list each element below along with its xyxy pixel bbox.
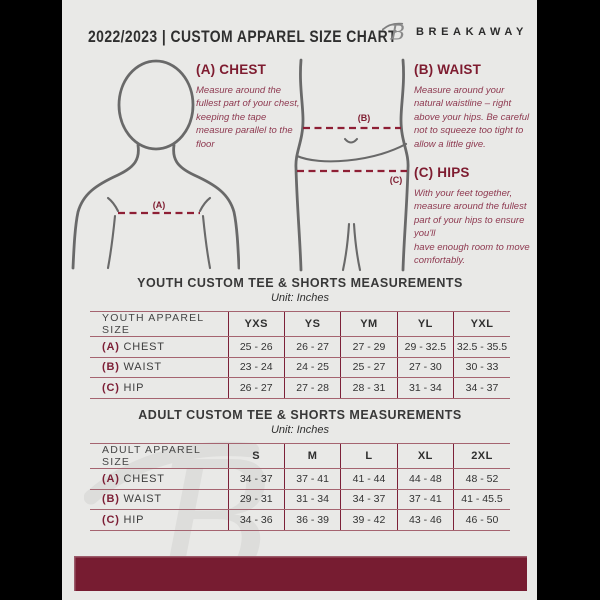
right-armpit xyxy=(198,196,212,213)
adult-table-title: ADULT CUSTOM TEE & SHORTS MEASUREMENTS xyxy=(138,408,462,422)
table-cell: 24 - 25 xyxy=(283,357,341,379)
adult-size-m: M xyxy=(283,443,341,469)
table-cell: 44 - 48 xyxy=(396,468,454,490)
table-cell: 34 - 37 xyxy=(453,377,510,399)
table-cell: 48 - 52 xyxy=(453,468,510,490)
waist-marker-label: (B) xyxy=(358,113,371,123)
adult-corner-label: ADULT APPAREL SIZE xyxy=(90,443,228,469)
breakaway-logo-icon: B xyxy=(382,21,405,45)
youth-size-yl: YL xyxy=(396,311,454,337)
adult-chest-label: (A) CHEST xyxy=(90,468,228,490)
chart-page: 2022/2023 | CUSTOM APPAREL SIZE CHART B … xyxy=(62,0,537,600)
hips-note-heading: (C) HIPS xyxy=(414,165,470,180)
hip-crease-line xyxy=(295,142,408,163)
hips-marker-label: (C) xyxy=(390,175,403,185)
youth-corner-label: YOUTH APPAREL SIZE xyxy=(90,311,228,337)
table-cell: 27 - 29 xyxy=(340,336,398,358)
youth-waist-row: (B) WAIST 23 - 24 24 - 25 25 - 27 27 - 3… xyxy=(90,357,510,379)
adult-hip-row: (C) HIP 34 - 36 36 - 39 39 - 42 43 - 46 … xyxy=(90,509,510,531)
adult-size-xl: XL xyxy=(396,443,454,469)
table-cell: 31 - 34 xyxy=(396,377,454,399)
youth-size-ys: YS xyxy=(283,311,341,337)
table-cell: 41 - 45.5 xyxy=(453,489,510,511)
table-cell: 34 - 37 xyxy=(227,468,285,490)
adult-size-2xl: 2XL xyxy=(453,443,510,469)
youth-size-ym: YM xyxy=(340,311,398,337)
lower-body-diagram: (B) (C) xyxy=(294,58,410,272)
navel-mark xyxy=(343,137,359,144)
left-armpit xyxy=(106,196,120,213)
table-cell: 26 - 27 xyxy=(283,336,341,358)
waist-note: (B) WAIST Measure around your natural wa… xyxy=(414,62,532,151)
table-cell: 34 - 37 xyxy=(340,489,398,511)
adult-size-s: S xyxy=(227,443,285,469)
youth-section-header: YOUTH CUSTOM TEE & SHORTS MEASUREMENTS U… xyxy=(90,276,510,304)
adult-chest-row: (A) CHEST 34 - 37 37 - 41 41 - 44 44 - 4… xyxy=(90,468,510,490)
table-cell: 30 - 33 xyxy=(453,357,510,379)
head-outline xyxy=(117,59,195,151)
adult-section-header: ADULT CUSTOM TEE & SHORTS MEASUREMENTS U… xyxy=(90,408,510,436)
svg-text:B: B xyxy=(389,21,405,45)
right-hip-outline xyxy=(399,58,410,272)
waist-note-heading: (B) WAIST xyxy=(414,62,482,77)
left-torso-side xyxy=(106,214,117,270)
hips-note: (C) HIPS With your feet together, measur… xyxy=(414,165,534,268)
brand-lockup: B BREAKAWAY xyxy=(382,16,528,47)
adult-header-row: ADULT APPAREL SIZE S M L XL 2XL xyxy=(90,443,510,469)
page-title: 2022/2023 | CUSTOM APPAREL SIZE CHART xyxy=(88,27,398,46)
inner-left-leg xyxy=(341,222,351,272)
chest-marker-label: (A) xyxy=(153,200,166,210)
table-cell: 25 - 26 xyxy=(227,336,285,358)
adult-size-table: ADULT APPAREL SIZE S M L XL 2XL (A) CHES… xyxy=(90,443,510,531)
table-cell: 29 - 31 xyxy=(227,489,285,511)
adult-size-l: L xyxy=(340,443,398,469)
youth-hip-label: (C) HIP xyxy=(90,377,228,399)
right-torso-side xyxy=(201,214,212,270)
table-cell: 46 - 50 xyxy=(453,509,510,531)
youth-chest-label: (A) CHEST xyxy=(90,336,228,358)
right-shoulder-arm xyxy=(172,143,240,270)
chest-note: (A) CHEST Measure around the fullest par… xyxy=(196,62,302,151)
table-cell: 39 - 42 xyxy=(340,509,398,531)
footer-accent-bar xyxy=(74,556,527,591)
chest-note-body: Measure around the fullest part of your … xyxy=(196,85,300,150)
table-cell: 26 - 27 xyxy=(227,377,285,399)
youth-hip-row: (C) HIP 26 - 27 27 - 28 28 - 31 31 - 34 … xyxy=(90,377,510,399)
table-cell: 27 - 28 xyxy=(283,377,341,399)
table-cell: 34 - 36 xyxy=(227,509,285,531)
table-cell: 28 - 31 xyxy=(340,377,398,399)
table-cell: 25 - 27 xyxy=(340,357,398,379)
table-cell: 32.5 - 35.5 xyxy=(453,336,510,358)
adult-table-unit: Unit: Inches xyxy=(270,424,330,436)
table-cell: 23 - 24 xyxy=(227,357,285,379)
adult-waist-row: (B) WAIST 29 - 31 31 - 34 34 - 37 37 - 4… xyxy=(90,489,510,511)
youth-size-yxs: YXS xyxy=(227,311,285,337)
brand-name: BREAKAWAY xyxy=(416,25,528,38)
youth-header-row: YOUTH APPAREL SIZE YXS YS YM YL YXL xyxy=(90,311,510,337)
table-cell: 29 - 32.5 xyxy=(396,336,454,358)
youth-table-unit: Unit: Inches xyxy=(270,292,330,304)
youth-chest-row: (A) CHEST 25 - 26 26 - 27 27 - 29 29 - 3… xyxy=(90,336,510,358)
waist-note-body: Measure around your natural waistline – … xyxy=(414,85,530,150)
youth-size-table: YOUTH APPAREL SIZE YXS YS YM YL YXL (A) … xyxy=(90,311,510,399)
youth-table-title: YOUTH CUSTOM TEE & SHORTS MEASUREMENTS xyxy=(137,276,463,290)
adult-waist-label: (B) WAIST xyxy=(90,489,228,511)
left-shoulder-arm xyxy=(71,143,140,270)
table-cell: 27 - 30 xyxy=(396,357,454,379)
table-cell: 37 - 41 xyxy=(396,489,454,511)
youth-waist-label: (B) WAIST xyxy=(90,357,228,379)
table-cell: 41 - 44 xyxy=(340,468,398,490)
left-hip-outline xyxy=(294,58,305,272)
table-cell: 37 - 41 xyxy=(283,468,341,490)
table-cell: 43 - 46 xyxy=(396,509,454,531)
hips-note-body: With your feet together, measure around … xyxy=(414,188,530,267)
chest-note-heading: (A) CHEST xyxy=(196,62,267,77)
inner-right-leg xyxy=(352,222,362,272)
table-cell: 31 - 34 xyxy=(283,489,341,511)
adult-hip-label: (C) HIP xyxy=(90,509,228,531)
youth-size-yxl: YXL xyxy=(453,311,510,337)
upper-body-diagram: (A) xyxy=(71,59,240,270)
table-cell: 36 - 39 xyxy=(283,509,341,531)
